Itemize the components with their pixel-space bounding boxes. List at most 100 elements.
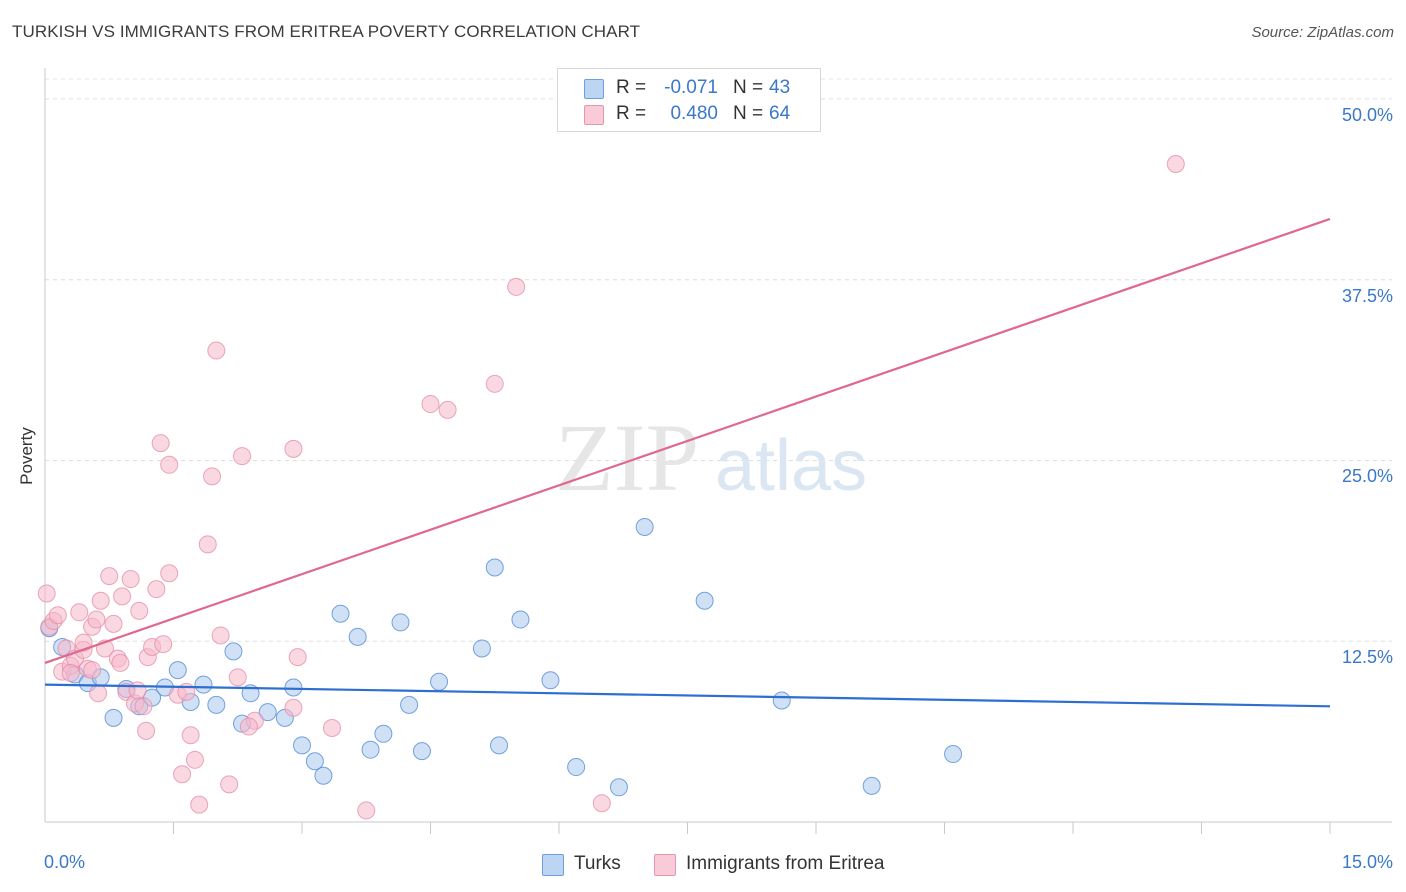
data-point xyxy=(207,695,226,714)
data-point xyxy=(48,606,67,625)
data-point xyxy=(160,455,179,474)
y-tick-label: 25.0% xyxy=(1341,466,1393,487)
data-point xyxy=(104,708,123,727)
data-point xyxy=(592,794,611,813)
data-point xyxy=(83,661,102,680)
data-point xyxy=(137,721,156,740)
data-point xyxy=(220,775,239,794)
series-legend: Turks Immigrants from Eritrea xyxy=(0,852,1406,878)
data-point xyxy=(695,591,714,610)
n-value: 43 xyxy=(769,77,791,98)
source-label: Source: ZipAtlas.com xyxy=(1251,24,1394,41)
data-point xyxy=(91,591,110,610)
data-point xyxy=(104,614,123,633)
data-point xyxy=(190,795,209,814)
data-point xyxy=(168,661,187,680)
series-eritrea-points xyxy=(37,155,1185,820)
watermark-atlas: atlas xyxy=(715,426,867,506)
data-point xyxy=(224,642,243,661)
data-point xyxy=(288,648,307,667)
data-point xyxy=(130,601,149,620)
trend-line-turks xyxy=(44,683,1331,708)
data-point xyxy=(113,587,132,606)
y-tick-label: 50.0% xyxy=(1341,104,1393,125)
data-point xyxy=(284,698,303,717)
data-point xyxy=(430,672,449,691)
data-point xyxy=(314,766,333,785)
gridlines xyxy=(45,78,1392,642)
stats-row-turks: R = -0.071 N = 43 xyxy=(558,75,820,101)
data-point xyxy=(374,724,393,743)
data-point xyxy=(635,517,654,536)
data-point xyxy=(944,745,963,764)
data-point xyxy=(100,567,119,586)
eritrea-swatch xyxy=(584,105,604,125)
series-turks-points xyxy=(40,517,963,797)
data-point xyxy=(412,742,431,761)
stats-legend: R = -0.071 N = 43 R = 0.480 N = 64 xyxy=(557,68,821,132)
data-point xyxy=(211,626,230,645)
data-point xyxy=(233,447,252,466)
data-point xyxy=(485,374,504,393)
watermark-zip: ZIP xyxy=(555,404,699,511)
data-point xyxy=(121,570,140,589)
data-point xyxy=(239,717,258,736)
eritrea-swatch xyxy=(654,854,676,876)
data-point xyxy=(293,736,311,755)
data-point xyxy=(421,395,440,414)
r-label: R = xyxy=(616,103,647,124)
n-value: 64 xyxy=(769,103,791,124)
turks-swatch xyxy=(584,79,604,99)
data-point xyxy=(1166,155,1185,173)
data-point xyxy=(400,695,419,714)
data-point xyxy=(472,639,491,658)
data-point xyxy=(194,675,213,694)
data-point xyxy=(391,613,410,632)
legend-label: Turks xyxy=(574,853,621,874)
chart-title: TURKISH VS IMMIGRANTS FROM ERITREA POVER… xyxy=(12,22,641,41)
data-point xyxy=(181,726,200,745)
r-label: R = xyxy=(616,77,647,98)
legend-label: Immigrants from Eritrea xyxy=(686,853,885,874)
data-point xyxy=(207,341,226,360)
y-axis-label: Poverty xyxy=(17,427,36,485)
turks-swatch xyxy=(542,854,564,876)
data-point xyxy=(111,653,130,672)
data-point xyxy=(772,691,791,710)
axes xyxy=(44,68,1392,834)
data-point xyxy=(154,635,173,654)
x-tick-label-max: 15.0% xyxy=(1341,852,1393,872)
data-point xyxy=(305,752,324,771)
data-point xyxy=(147,580,166,599)
data-point xyxy=(490,736,509,755)
data-point xyxy=(438,400,457,419)
n-label: N = xyxy=(733,77,764,98)
data-point xyxy=(160,564,179,583)
data-point xyxy=(173,765,192,784)
data-point xyxy=(348,627,367,646)
data-point xyxy=(151,434,170,453)
x-tick-label-min: 0.0% xyxy=(44,852,86,872)
n-label: N = xyxy=(733,103,764,124)
data-point xyxy=(361,740,380,759)
data-point xyxy=(331,604,350,623)
data-point xyxy=(567,758,586,777)
data-point xyxy=(228,668,247,687)
data-point xyxy=(70,603,89,622)
data-point xyxy=(609,778,628,797)
watermark: ZIP atlas xyxy=(555,404,867,511)
data-point xyxy=(74,633,93,652)
data-point xyxy=(198,535,217,554)
data-point xyxy=(862,776,881,795)
data-point xyxy=(485,558,504,577)
data-point xyxy=(357,801,376,820)
y-tick-label: 12.5% xyxy=(1341,647,1393,668)
data-point xyxy=(89,684,108,703)
data-point xyxy=(61,664,80,683)
data-point xyxy=(541,671,560,690)
data-point xyxy=(128,681,147,700)
data-point xyxy=(507,277,526,296)
r-value: 0.480 xyxy=(670,103,718,124)
data-point xyxy=(203,467,222,486)
